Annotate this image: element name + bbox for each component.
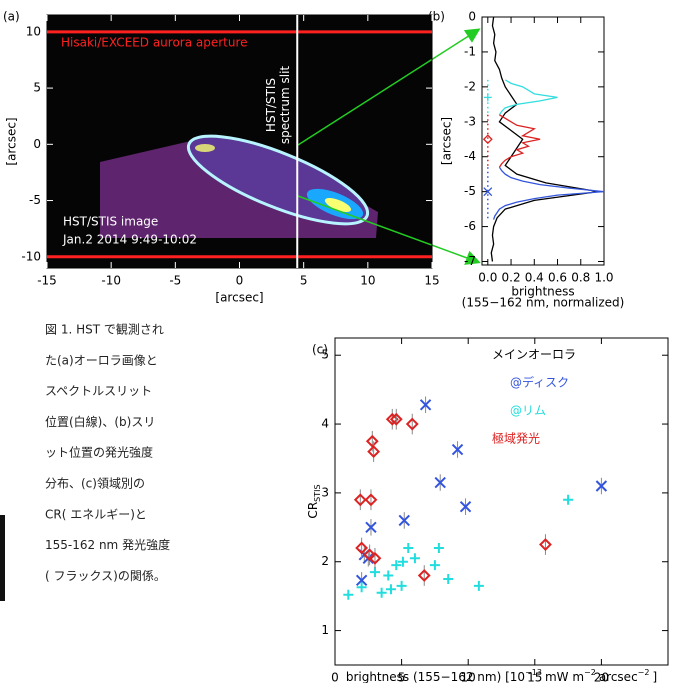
marker-plus <box>430 560 440 570</box>
y-tick-label: 3 <box>321 485 329 499</box>
y-tick-label: 10 <box>26 24 41 38</box>
y-axis-label: [arcsec] <box>440 117 454 165</box>
page: -15-10-5051015-10-50510Hisaki/EXCEED aur… <box>0 0 680 683</box>
x-tick-label: 0.4 <box>525 271 544 285</box>
y-tick-label: -1 <box>464 44 476 58</box>
profile-line <box>499 115 540 167</box>
y-tick-label: -5 <box>29 193 41 207</box>
y-axis-label: CRSTIS <box>306 484 322 518</box>
side-bar <box>0 515 5 601</box>
y-tick-label: 0 <box>33 137 41 151</box>
panel-label: (a) <box>3 10 20 24</box>
caption-line: スペクトルスリット <box>45 384 152 398</box>
marker-plus <box>410 553 420 563</box>
x-tick-label: 0.2 <box>502 271 521 285</box>
caption-line: 図 1. HST で観測され <box>45 323 164 337</box>
x-tick-label: 1.0 <box>594 271 613 285</box>
profile-line <box>494 167 604 219</box>
x-axis-label-part: mW m <box>545 670 584 683</box>
image-label: Jan.2 2014 9:49-10:02 <box>62 233 197 247</box>
marker-plus <box>443 574 453 584</box>
x-axis-label-part: brightness (155−162 nm) [10 <box>346 670 525 683</box>
marker-plus <box>383 571 393 581</box>
x-axis-label-part: −13 <box>525 668 542 677</box>
slit-label: spectrum slit <box>278 66 292 145</box>
caption-line: ット位置の発光強度 <box>45 445 153 460</box>
caption-line: CR( エネルギー)と <box>45 507 147 521</box>
marker-plus <box>343 590 353 600</box>
x-axis-label-part: −2 <box>584 668 596 677</box>
legend-entry: 極域発光 <box>492 431 540 446</box>
y-tick-label: -4 <box>464 149 476 163</box>
slit-label: HST/STIS <box>264 78 278 132</box>
marker-plus <box>474 581 484 591</box>
x-axis-label-part: arcsec <box>599 670 638 683</box>
marker-plus <box>377 588 387 598</box>
y-tick-label: -7 <box>464 254 476 268</box>
x-tick-label: 0.0 <box>478 271 497 285</box>
caption-line: 位置(白線)、(b)スリ <box>45 414 155 429</box>
x-tick-label: 0.8 <box>571 271 590 285</box>
y-tick-label: -2 <box>464 79 476 93</box>
marker-plus <box>397 581 407 591</box>
aperture-label: Hisaki/EXCEED aurora aperture <box>61 35 248 49</box>
caption-line: 155-162 nm 発光強度 <box>45 537 170 552</box>
aurora-spot <box>195 144 215 152</box>
y-axis-label: [arcsec] <box>5 117 19 165</box>
x-tick-label: 5 <box>300 274 308 288</box>
y-axis-label-sub: STIS <box>313 484 322 501</box>
caption-line: た(a)オーロラ画像と <box>45 353 158 367</box>
y-tick-label: 1 <box>321 623 329 637</box>
profile-line <box>491 17 598 262</box>
marker-plus <box>484 93 492 101</box>
y-tick-label: -3 <box>464 114 476 128</box>
profile-line <box>499 80 557 115</box>
panel-label: (c) <box>312 343 328 357</box>
y-tick-label: -6 <box>464 219 476 233</box>
axes-frame <box>482 17 604 265</box>
x-tick-label: -15 <box>37 274 57 288</box>
y-tick-label: 5 <box>33 81 41 95</box>
x-tick-label: -10 <box>101 274 121 288</box>
y-tick-label: 0 <box>468 10 476 24</box>
x-tick-label: 0 <box>331 671 339 683</box>
x-axis-label: (155−162 nm, normalized) <box>462 296 625 310</box>
legend-title: メインオーロラ <box>492 348 576 362</box>
figure: -15-10-5051015-10-50510Hisaki/EXCEED aur… <box>0 0 680 683</box>
y-axis-label-part: CR <box>306 502 320 519</box>
image-label: HST/STIS image <box>63 215 158 229</box>
marker-plus <box>434 543 444 553</box>
y-tick-label: 2 <box>321 554 329 568</box>
x-tick-label: -5 <box>169 274 181 288</box>
legend-entry: @リム <box>510 404 546 418</box>
panel-label: (b) <box>428 10 445 24</box>
x-axis-label-part: −2 <box>638 668 650 677</box>
marker-plus <box>386 584 396 594</box>
x-tick-label: 15 <box>424 274 439 288</box>
marker-plus <box>563 495 573 505</box>
caption-line: 分布、(c)領域別の <box>45 476 145 491</box>
x-axis-label-part: ] <box>652 670 657 683</box>
x-axis-label: [arcsec] <box>215 291 263 305</box>
x-tick-label: 0.6 <box>548 271 567 285</box>
x-tick-label: 10 <box>360 274 375 288</box>
marker-plus <box>403 543 413 553</box>
caption-line: ( フラックス)の関係。 <box>45 569 166 583</box>
y-tick-label: -10 <box>21 249 41 263</box>
axes-frame <box>335 338 668 665</box>
y-tick-label: 4 <box>321 417 329 431</box>
y-tick-label: -5 <box>464 184 476 198</box>
legend-entry: @ディスク <box>510 375 569 390</box>
x-tick-label: 0 <box>236 274 244 288</box>
